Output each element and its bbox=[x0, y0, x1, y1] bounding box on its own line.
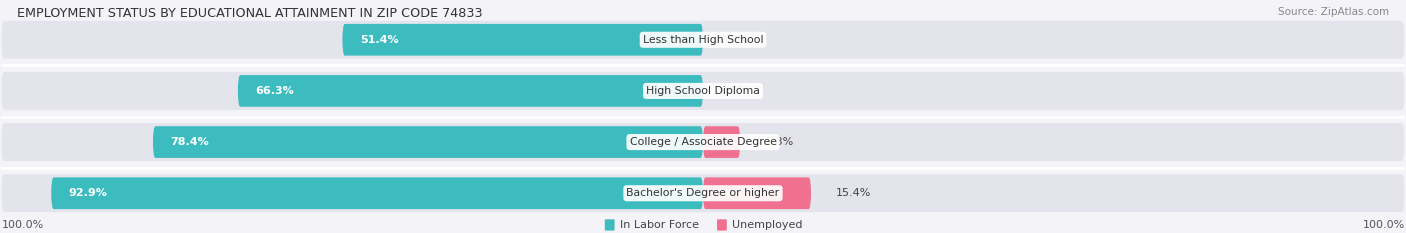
Text: 51.4%: 51.4% bbox=[360, 35, 398, 45]
Text: 100.0%: 100.0% bbox=[1362, 220, 1405, 230]
Text: In Labor Force: In Labor Force bbox=[620, 220, 699, 230]
FancyBboxPatch shape bbox=[153, 126, 703, 158]
FancyBboxPatch shape bbox=[1, 21, 1405, 59]
Text: 100.0%: 100.0% bbox=[1, 220, 44, 230]
Text: 78.4%: 78.4% bbox=[170, 137, 209, 147]
Text: 5.3%: 5.3% bbox=[765, 137, 793, 147]
Text: 66.3%: 66.3% bbox=[256, 86, 294, 96]
FancyBboxPatch shape bbox=[717, 219, 727, 231]
Text: 0.0%: 0.0% bbox=[720, 35, 749, 45]
Text: EMPLOYMENT STATUS BY EDUCATIONAL ATTAINMENT IN ZIP CODE 74833: EMPLOYMENT STATUS BY EDUCATIONAL ATTAINM… bbox=[17, 7, 482, 20]
FancyBboxPatch shape bbox=[703, 126, 740, 158]
FancyBboxPatch shape bbox=[703, 177, 811, 209]
Text: 92.9%: 92.9% bbox=[69, 188, 108, 198]
Text: Source: ZipAtlas.com: Source: ZipAtlas.com bbox=[1278, 7, 1389, 17]
Text: High School Diploma: High School Diploma bbox=[647, 86, 759, 96]
Text: 0.0%: 0.0% bbox=[720, 86, 749, 96]
FancyBboxPatch shape bbox=[51, 177, 703, 209]
Text: 15.4%: 15.4% bbox=[835, 188, 870, 198]
FancyBboxPatch shape bbox=[343, 24, 703, 56]
FancyBboxPatch shape bbox=[1, 72, 1405, 110]
Text: Bachelor's Degree or higher: Bachelor's Degree or higher bbox=[627, 188, 779, 198]
FancyBboxPatch shape bbox=[1, 174, 1405, 212]
FancyBboxPatch shape bbox=[605, 219, 614, 231]
FancyBboxPatch shape bbox=[238, 75, 703, 107]
FancyBboxPatch shape bbox=[1, 123, 1405, 161]
Text: College / Associate Degree: College / Associate Degree bbox=[630, 137, 776, 147]
Text: Less than High School: Less than High School bbox=[643, 35, 763, 45]
Text: Unemployed: Unemployed bbox=[733, 220, 803, 230]
